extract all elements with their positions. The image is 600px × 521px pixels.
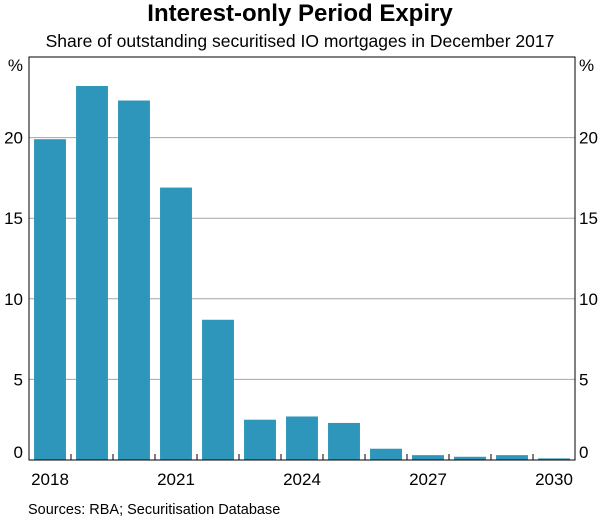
bar-2028 bbox=[454, 456, 486, 460]
bar-2029 bbox=[496, 455, 528, 460]
bar-2026 bbox=[370, 448, 402, 460]
tick-marks bbox=[70, 454, 534, 460]
x-tick-label-2027: 2027 bbox=[409, 470, 447, 489]
bar-2019 bbox=[76, 86, 108, 461]
bar-2021 bbox=[160, 187, 192, 460]
source-note: Sources: RBA; Securitisation Database bbox=[28, 502, 281, 518]
bars bbox=[34, 86, 570, 461]
y-tick-label-left-10: 10 bbox=[4, 290, 23, 309]
y-tick-label-right-15: 15 bbox=[579, 209, 598, 228]
y-tick-label-right-20: 20 bbox=[579, 129, 598, 148]
tick-labels: 0 0 5 5 10 10 15 15 20 20% % 2018 2021 2024 2027 2030 bbox=[4, 56, 598, 489]
bar-2020 bbox=[118, 100, 150, 461]
y-unit-right: % bbox=[579, 56, 594, 75]
x-tick-label-2021: 2021 bbox=[157, 470, 195, 489]
chart-subtitle: Share of outstanding securitised IO mort… bbox=[45, 31, 555, 51]
bar-2023 bbox=[244, 419, 276, 460]
y-tick-label-left-20: 20 bbox=[4, 129, 23, 148]
y-tick-label-right-0: 0 bbox=[579, 443, 588, 462]
bar-2027 bbox=[412, 455, 444, 460]
x-tick-label-2018: 2018 bbox=[31, 470, 69, 489]
y-unit-left: % bbox=[8, 56, 23, 75]
x-tick-label-2030: 2030 bbox=[535, 470, 573, 489]
x-tick-label-2024: 2024 bbox=[283, 470, 321, 489]
y-tick-label-left-0: 0 bbox=[14, 443, 23, 462]
plot-frame bbox=[28, 56, 576, 461]
bar-2024 bbox=[286, 416, 318, 460]
y-tick-label-left-5: 5 bbox=[14, 370, 23, 389]
y-tick-label-right-10: 10 bbox=[579, 290, 598, 309]
bar-2018 bbox=[34, 139, 66, 460]
bar-2030 bbox=[538, 458, 570, 460]
y-tick-label-right-5: 5 bbox=[579, 370, 588, 389]
bar-2022 bbox=[202, 319, 234, 460]
gridlines bbox=[29, 137, 575, 380]
bar-2025 bbox=[328, 422, 360, 460]
chart-title: Interest-only Period Expiry bbox=[147, 0, 453, 27]
y-tick-label-left-15: 15 bbox=[4, 209, 23, 228]
